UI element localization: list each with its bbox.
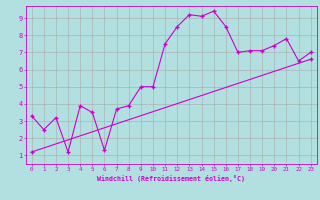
X-axis label: Windchill (Refroidissement éolien,°C): Windchill (Refroidissement éolien,°C) [97, 175, 245, 182]
